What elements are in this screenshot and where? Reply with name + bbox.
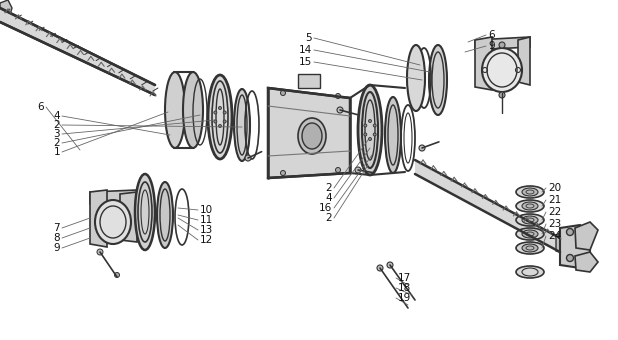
Circle shape (223, 111, 226, 114)
Circle shape (219, 124, 221, 128)
Circle shape (364, 124, 367, 127)
Polygon shape (560, 225, 590, 268)
Text: 20: 20 (548, 183, 561, 193)
Ellipse shape (522, 188, 538, 196)
Text: 1: 1 (53, 147, 60, 157)
Ellipse shape (429, 45, 447, 115)
Text: 10: 10 (200, 205, 213, 215)
Ellipse shape (302, 123, 322, 149)
Ellipse shape (407, 45, 425, 111)
Ellipse shape (183, 72, 203, 148)
Circle shape (373, 133, 376, 136)
Text: 2: 2 (53, 120, 60, 130)
Circle shape (368, 137, 371, 140)
Ellipse shape (516, 242, 544, 254)
Ellipse shape (208, 75, 232, 159)
Circle shape (387, 262, 393, 268)
Ellipse shape (516, 228, 544, 240)
Circle shape (219, 106, 221, 109)
Text: 4: 4 (325, 193, 332, 203)
Polygon shape (575, 252, 598, 272)
Ellipse shape (516, 186, 544, 198)
Circle shape (281, 170, 286, 175)
Polygon shape (518, 37, 530, 85)
Ellipse shape (482, 48, 522, 92)
Text: 19: 19 (398, 293, 411, 303)
Circle shape (245, 155, 251, 161)
Text: 4: 4 (53, 111, 60, 121)
Text: 15: 15 (298, 57, 312, 67)
Text: 2: 2 (53, 138, 60, 148)
Text: 5: 5 (305, 33, 312, 43)
Circle shape (336, 94, 341, 99)
Text: 13: 13 (200, 225, 213, 235)
Text: 2: 2 (325, 183, 332, 193)
Ellipse shape (385, 97, 401, 173)
Text: 23: 23 (548, 219, 561, 229)
Ellipse shape (516, 214, 544, 226)
Ellipse shape (516, 266, 544, 278)
Text: 6: 6 (37, 102, 44, 112)
Circle shape (214, 120, 217, 123)
Text: 12: 12 (200, 235, 213, 245)
Circle shape (499, 42, 505, 48)
Text: 18: 18 (398, 283, 411, 293)
Ellipse shape (522, 216, 538, 224)
Polygon shape (90, 190, 107, 247)
Circle shape (337, 107, 343, 113)
Ellipse shape (95, 200, 131, 244)
Polygon shape (0, 0, 12, 24)
Circle shape (281, 90, 286, 96)
Circle shape (567, 228, 574, 236)
Polygon shape (0, 8, 155, 95)
Text: 21: 21 (548, 195, 561, 205)
Ellipse shape (516, 200, 544, 212)
Text: 7: 7 (53, 223, 60, 233)
Text: 16: 16 (319, 203, 332, 213)
Circle shape (355, 167, 361, 173)
Circle shape (373, 124, 376, 127)
Circle shape (567, 255, 574, 261)
Text: 9: 9 (488, 41, 494, 51)
Text: 6: 6 (488, 30, 494, 40)
Polygon shape (575, 222, 598, 250)
Polygon shape (120, 192, 137, 242)
Ellipse shape (522, 244, 538, 252)
Ellipse shape (298, 118, 326, 154)
Polygon shape (268, 88, 350, 178)
Circle shape (499, 92, 505, 98)
Ellipse shape (358, 85, 382, 175)
Circle shape (223, 120, 226, 123)
Bar (298, 74, 320, 88)
Text: 9: 9 (53, 243, 60, 253)
Text: 24: 24 (548, 231, 561, 241)
Circle shape (364, 133, 367, 136)
Ellipse shape (165, 72, 185, 148)
Text: 2: 2 (325, 213, 332, 223)
Circle shape (419, 145, 425, 151)
Circle shape (214, 111, 217, 114)
Polygon shape (90, 190, 137, 204)
Ellipse shape (157, 182, 173, 248)
Polygon shape (475, 37, 492, 90)
Polygon shape (556, 231, 572, 253)
Polygon shape (475, 37, 530, 50)
Ellipse shape (522, 230, 538, 238)
Text: 8: 8 (53, 233, 60, 243)
Ellipse shape (522, 202, 538, 210)
Text: 11: 11 (200, 215, 213, 225)
Ellipse shape (234, 89, 250, 161)
Ellipse shape (135, 174, 155, 250)
Text: 22: 22 (548, 207, 561, 217)
Circle shape (336, 168, 341, 172)
Text: 3: 3 (53, 129, 60, 139)
Text: 17: 17 (398, 273, 411, 283)
Polygon shape (415, 160, 560, 252)
Circle shape (377, 265, 383, 271)
Text: 14: 14 (298, 45, 312, 55)
Circle shape (114, 272, 119, 277)
Circle shape (97, 249, 103, 255)
Circle shape (368, 119, 371, 122)
